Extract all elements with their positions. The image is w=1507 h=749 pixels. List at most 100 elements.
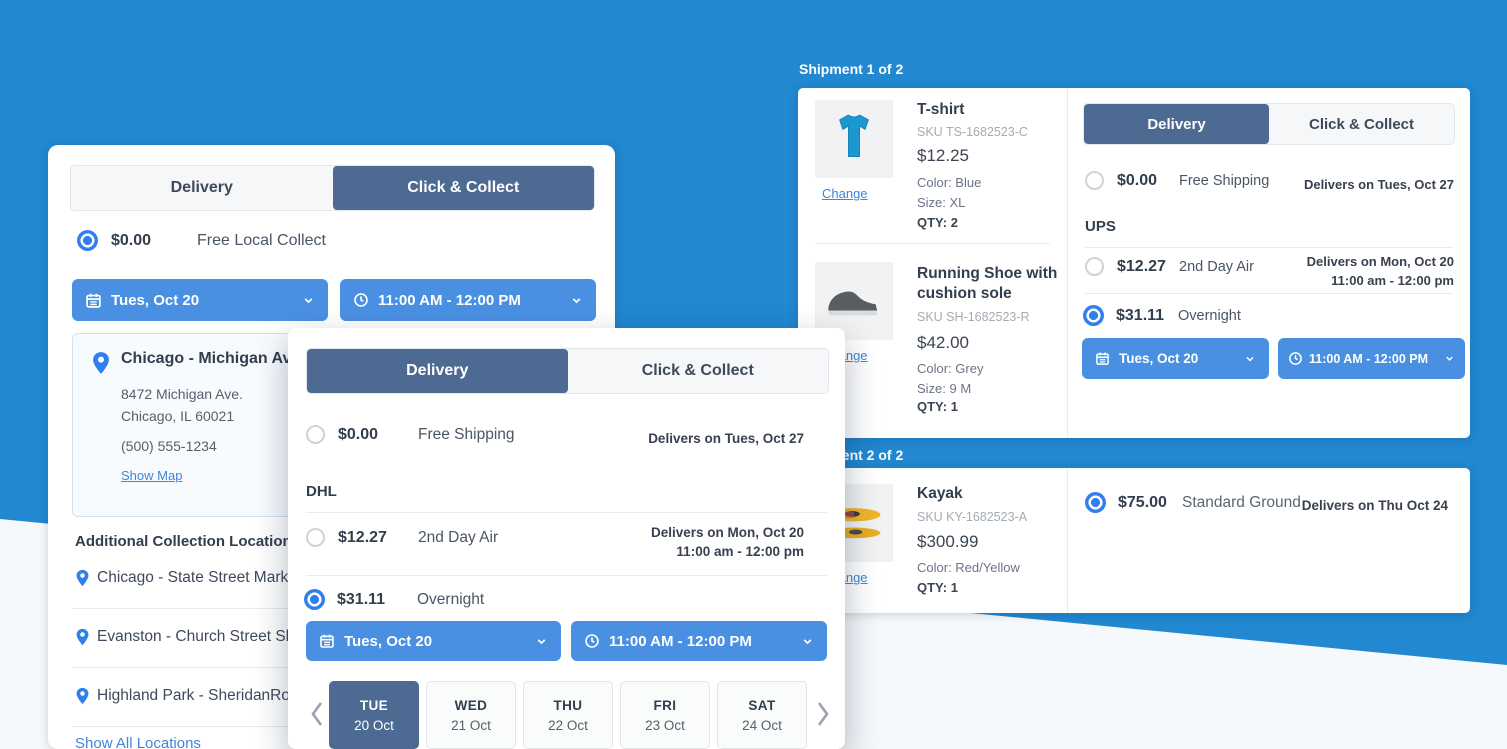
product-qty: QTY: 2: [917, 215, 958, 230]
location-list-item[interactable]: Chicago - State Street Market: [75, 569, 301, 587]
delivery-popover-card: Delivery Click & Collect $0.00 Free Ship…: [288, 328, 845, 749]
change-link[interactable]: Change: [822, 186, 868, 201]
radio-selected[interactable]: [304, 589, 325, 610]
overnight-option[interactable]: $31.11 Overnight: [304, 589, 484, 610]
option-price: $75.00: [1118, 493, 1167, 511]
product-price: $300.99: [917, 532, 979, 551]
tab-click-collect[interactable]: Click & Collect: [332, 166, 594, 210]
show-map-link[interactable]: Show Map: [121, 468, 183, 483]
day-cell-sat[interactable]: SAT 24 Oct: [717, 681, 807, 749]
shipment1-tabbar: Delivery Click & Collect: [1083, 103, 1455, 145]
tab-click-collect[interactable]: Click & Collect: [1269, 104, 1454, 144]
next-days-chevron-icon[interactable]: [815, 700, 831, 728]
divider: [1067, 468, 1068, 613]
product-sku: SKU SH-1682523-R: [917, 310, 1030, 324]
time-picker-value: 11:00 AM - 12:00 PM: [1309, 351, 1429, 366]
shipment1-header: Shipment 1 of 2: [799, 61, 904, 77]
day-cell-wed[interactable]: WED 21 Oct: [426, 681, 516, 749]
product-qty: QTY: 1: [917, 580, 958, 595]
divider: [1067, 88, 1068, 438]
clock-icon: [585, 634, 599, 648]
location-address2: Chicago, IL 60021: [121, 408, 235, 424]
location-item-label: Evanston - Church Street Shops: [97, 628, 320, 645]
delivery-note: Delivers on Tues, Oct 27: [1303, 177, 1454, 192]
second-day-air-option[interactable]: $12.27 2nd Day Air: [306, 528, 498, 547]
standard-ground-option[interactable]: $75.00 Standard Ground: [1085, 492, 1301, 513]
option-price: $12.27: [1117, 257, 1166, 275]
radio-selected[interactable]: [1085, 492, 1106, 513]
map-pin-icon: [93, 352, 109, 374]
product-name: Kayak: [917, 485, 963, 502]
date-picker-button[interactable]: Tues, Oct 20: [72, 279, 328, 321]
time-picker-button[interactable]: 11:00 AM - 12:00 PM: [1278, 338, 1465, 379]
date-picker-value: Tues, Oct 20: [1119, 351, 1199, 366]
location-address1: 8472 Michigan Ave.: [121, 386, 243, 402]
location-list-item[interactable]: Evanston - Church Street Shops: [75, 628, 319, 646]
delivery-note: Delivers on Mon, Oct 20 11:00 am - 12:00…: [650, 525, 804, 559]
map-pin-icon: [76, 569, 89, 587]
date-picker-value: Tues, Oct 20: [111, 291, 200, 309]
product-color: Color: Grey: [917, 361, 984, 376]
tab-click-collect[interactable]: Click & Collect: [567, 349, 828, 393]
shoe-image: [815, 262, 893, 340]
second-day-air-option[interactable]: $12.27 2nd Day Air: [1085, 257, 1254, 276]
day-cell-tue[interactable]: TUE 20 Oct: [329, 681, 419, 749]
tab-delivery[interactable]: Delivery: [307, 349, 568, 393]
prev-days-chevron-icon[interactable]: [309, 700, 325, 728]
shipment2-card: Change Kayak SKU KY-1682523-A $300.99 Co…: [798, 468, 1470, 613]
option-label: 2nd Day Air: [418, 528, 499, 546]
time-picker-button[interactable]: 11:00 AM - 12:00 PM: [571, 621, 827, 661]
divider: [306, 575, 827, 576]
free-shipping-option[interactable]: $0.00 Free Shipping: [1085, 171, 1269, 190]
location-item-label: Highland Park - SheridanRoad: [97, 687, 308, 704]
option-price: $0.00: [111, 231, 152, 249]
radio-unselected[interactable]: [1085, 257, 1104, 276]
radio-unselected[interactable]: [306, 528, 325, 547]
product-name: Running Shoe with cushion sole: [917, 265, 1058, 302]
product-color: Color: Red/Yellow: [917, 560, 1020, 575]
divider: [1085, 293, 1453, 294]
option-price: $31.11: [1116, 306, 1165, 324]
show-all-locations-link[interactable]: Show All Locations: [75, 735, 201, 749]
product-color: Color: Blue: [917, 175, 982, 190]
overnight-option[interactable]: $31.11 Overnight: [1083, 305, 1241, 326]
map-pin-icon: [76, 628, 89, 646]
product-size: Size: 9 M: [917, 381, 972, 396]
radio-selected[interactable]: [77, 230, 98, 251]
chevron-down-icon: [1446, 356, 1453, 361]
left-tabbar: Delivery Click & Collect: [70, 165, 595, 211]
date-picker-button[interactable]: Tues, Oct 20: [306, 621, 561, 661]
option-price: $12.27: [338, 528, 387, 546]
free-local-collect-option[interactable]: $0.00 Free Local Collect: [77, 230, 326, 251]
tab-delivery[interactable]: Delivery: [71, 166, 333, 210]
chevron-down-icon: [304, 297, 313, 303]
time-picker-button[interactable]: 11:00 AM - 12:00 PM: [340, 279, 596, 321]
day-cell-fri[interactable]: FRI 23 Oct: [620, 681, 710, 749]
shoe-icon: [828, 291, 878, 316]
product-sku: SKU TS-1682523-C: [917, 125, 1028, 139]
product-name: T-shirt: [917, 101, 965, 118]
option-label: Free Shipping: [418, 425, 515, 443]
free-shipping-option[interactable]: $0.00 Free Shipping: [306, 425, 515, 444]
radio-unselected[interactable]: [1085, 171, 1104, 190]
radio-unselected[interactable]: [306, 425, 325, 444]
location-phone: (500) 555-1234: [121, 438, 217, 454]
carrier-label: DHL: [306, 483, 337, 500]
day-cell-thu[interactable]: THU 22 Oct: [523, 681, 613, 749]
product-qty: QTY: 1: [917, 399, 958, 414]
date-picker-button[interactable]: Tues, Oct 20: [1082, 338, 1269, 379]
divider: [306, 512, 827, 513]
product-sku: SKU KY-1682523-A: [917, 510, 1028, 524]
location-list-item[interactable]: Highland Park - SheridanRoad: [75, 687, 307, 705]
additional-locations-title: Additional Collection Locations: [75, 533, 300, 550]
option-label: 2nd Day Air: [1179, 258, 1254, 275]
tshirt-image: [815, 100, 893, 178]
tab-delivery[interactable]: Delivery: [1084, 104, 1269, 144]
carrier-label: UPS: [1085, 218, 1116, 235]
radio-selected[interactable]: [1083, 305, 1104, 326]
calendar-icon: [86, 293, 101, 308]
date-picker-value: Tues, Oct 20: [344, 632, 433, 650]
chevron-down-icon: [572, 297, 581, 303]
delivery-note: Delivers on Mon, Oct 20 11:00 am - 12:00…: [1306, 254, 1454, 288]
delivery-note: Delivers on Thu Oct 24: [1301, 498, 1448, 513]
